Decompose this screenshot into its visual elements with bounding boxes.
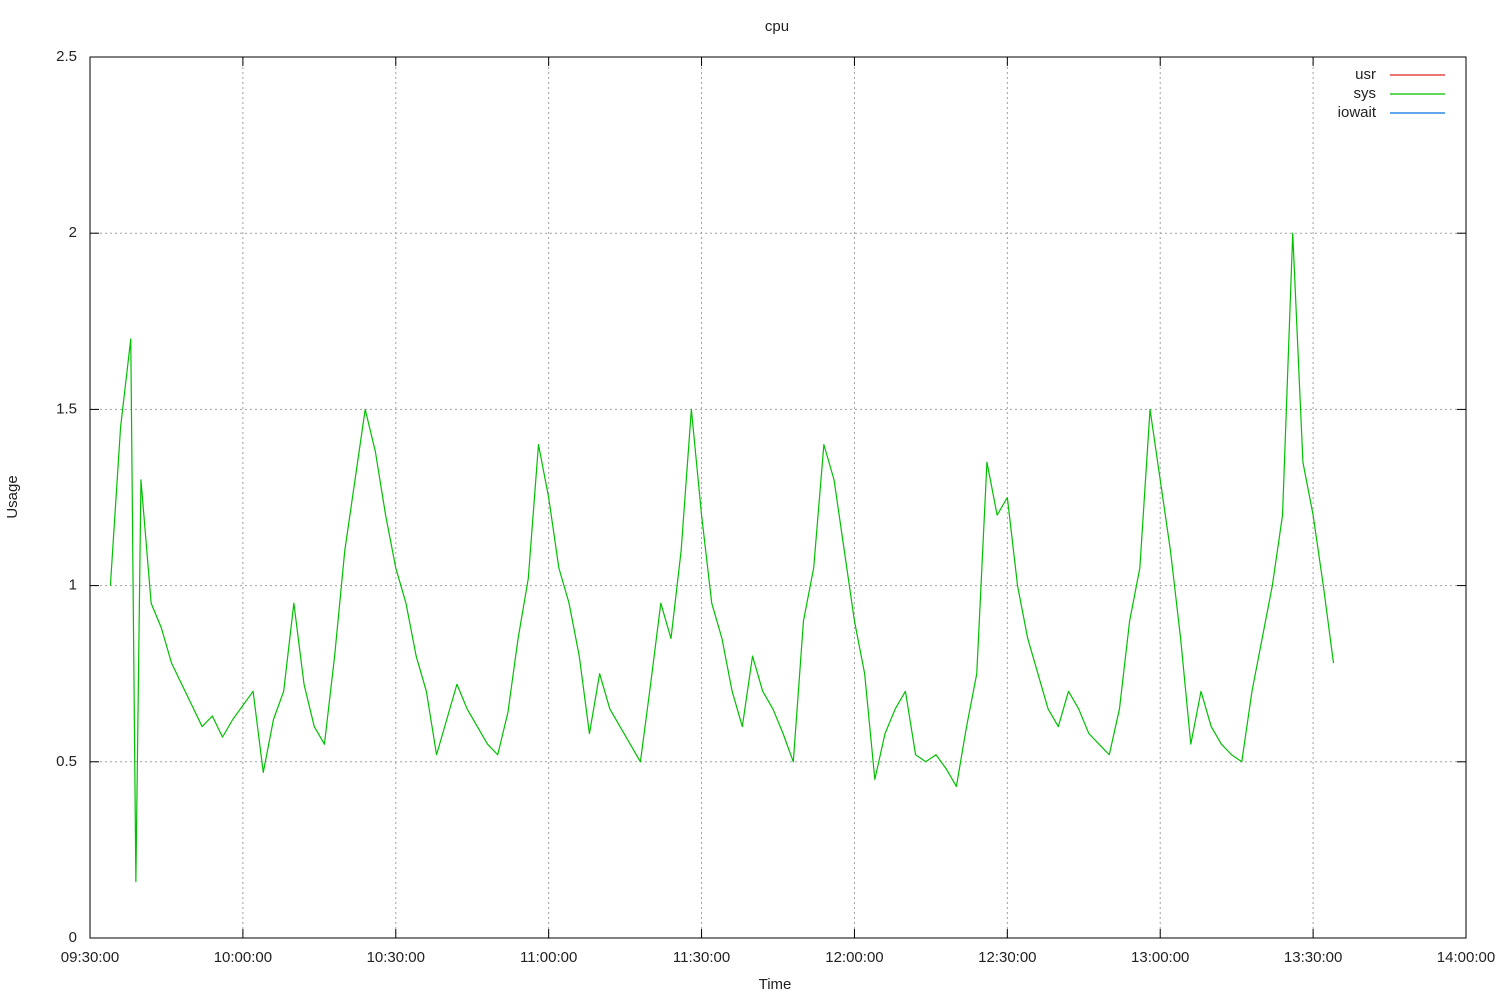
x-tick-label: 10:30:00 xyxy=(367,949,425,966)
y-axis-label: Usage xyxy=(4,475,21,518)
x-tick-label: 11:00:00 xyxy=(520,949,577,966)
y-tick-label: 1.5 xyxy=(56,400,77,417)
legend-label: iowait xyxy=(1338,104,1377,121)
y-tick-label: 2.5 xyxy=(56,48,77,65)
plot-border xyxy=(89,56,1467,939)
legend-label: sys xyxy=(1354,85,1377,102)
x-tick-label: 12:00:00 xyxy=(825,949,883,966)
legend-label: usr xyxy=(1355,66,1376,83)
y-tick-label: 2 xyxy=(69,224,77,241)
y-tick-label: 0.5 xyxy=(56,753,77,770)
x-tick-label: 12:30:00 xyxy=(978,949,1036,966)
x-tick-label: 10:00:00 xyxy=(214,949,272,966)
y-tick-label: 1 xyxy=(69,577,77,594)
x-tick-label: 13:00:00 xyxy=(1131,949,1189,966)
x-axis-label: Time xyxy=(759,976,792,993)
series-line xyxy=(109,232,1335,883)
chart-title: cpu xyxy=(765,18,789,35)
y-tick-label: 0 xyxy=(69,929,77,946)
x-tick-label: 11:30:00 xyxy=(673,949,730,966)
x-tick-label: 13:30:00 xyxy=(1284,949,1342,966)
x-tick-label: 14:00:00 xyxy=(1437,949,1495,966)
x-tick-label: 09:30:00 xyxy=(61,949,119,966)
